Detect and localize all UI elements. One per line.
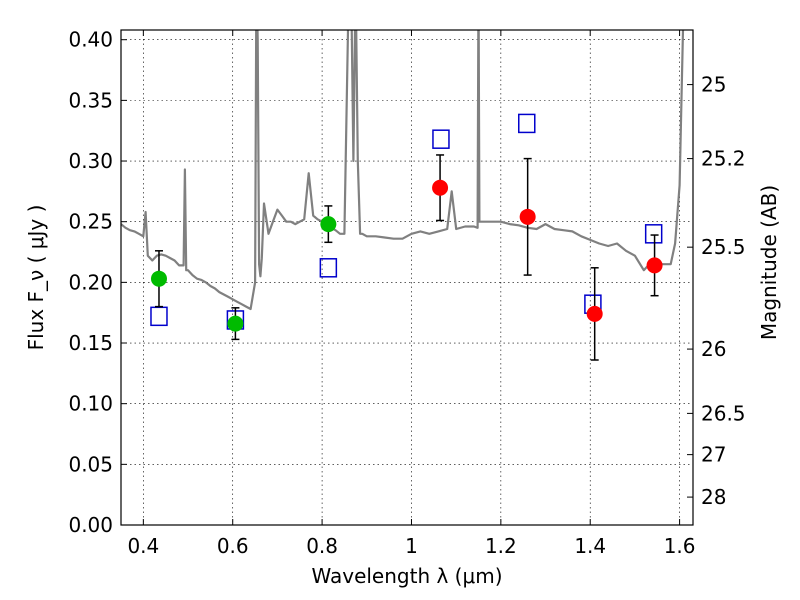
y2-tick-label: 25.2 xyxy=(701,147,746,171)
markers xyxy=(150,113,663,361)
y-tick-label: 0.35 xyxy=(68,88,113,112)
data-point xyxy=(586,305,603,322)
model-square xyxy=(432,129,450,149)
data-point xyxy=(320,216,337,233)
y2-axis: 25 25.2 25.5 26 26.5 27 28 xyxy=(687,73,746,509)
x-tick-label: 1.2 xyxy=(485,534,517,558)
x-axis-title: Wavelength λ (μm) xyxy=(311,564,502,588)
plot-area xyxy=(121,30,685,361)
grid xyxy=(121,30,693,526)
plot-frame xyxy=(120,29,694,526)
data-point xyxy=(646,257,663,274)
x-tick-label: 1.6 xyxy=(664,534,696,558)
y2-tick-label: 25.5 xyxy=(701,235,746,259)
x-tick-label: 0.6 xyxy=(217,534,249,558)
data-point xyxy=(227,315,244,332)
y-tick-label: 0.10 xyxy=(68,392,113,416)
y2-tick-label: 25 xyxy=(701,73,726,97)
spectrum-line xyxy=(121,30,685,311)
y2-tick-label: 26 xyxy=(701,337,726,361)
x-tick-label: 1.4 xyxy=(574,534,606,558)
spectrum-curve xyxy=(121,30,685,311)
model-square xyxy=(150,306,168,327)
x-axis: 0.4 0.6 0.8 1 1.2 1.4 1.6 xyxy=(127,30,696,558)
y-tick-label: 0.30 xyxy=(68,149,113,173)
data-point xyxy=(150,270,167,287)
y-tick-label: 0.05 xyxy=(68,452,113,476)
model-square xyxy=(319,258,338,278)
y2-tick-label: 27 xyxy=(701,443,726,467)
y2-tick-label: 26.5 xyxy=(701,401,746,425)
y-tick-label: 0.25 xyxy=(68,210,113,234)
model-square xyxy=(644,224,663,244)
data-point xyxy=(432,179,449,196)
y-tick-label: 0.00 xyxy=(68,513,113,537)
model-square xyxy=(518,113,536,134)
y-tick-label: 0.40 xyxy=(68,28,113,52)
y-tick-label: 0.15 xyxy=(68,331,113,355)
x-tick-label: 0.8 xyxy=(306,534,338,558)
x-tick-label: 0.4 xyxy=(127,534,159,558)
y2-tick-label: 28 xyxy=(701,485,726,509)
data-point xyxy=(519,208,536,225)
y2-axis-title: Magnitude (AB) xyxy=(757,185,781,340)
y-axis-title: Flux F_ν ( μJy ) xyxy=(24,205,48,351)
x-tick-label: 1 xyxy=(405,534,418,558)
y-tick-label: 0.20 xyxy=(68,270,113,294)
y-axis: 0.00 0.05 0.10 0.15 0.20 0.25 0.30 0.35 0.40 xyxy=(68,28,127,537)
